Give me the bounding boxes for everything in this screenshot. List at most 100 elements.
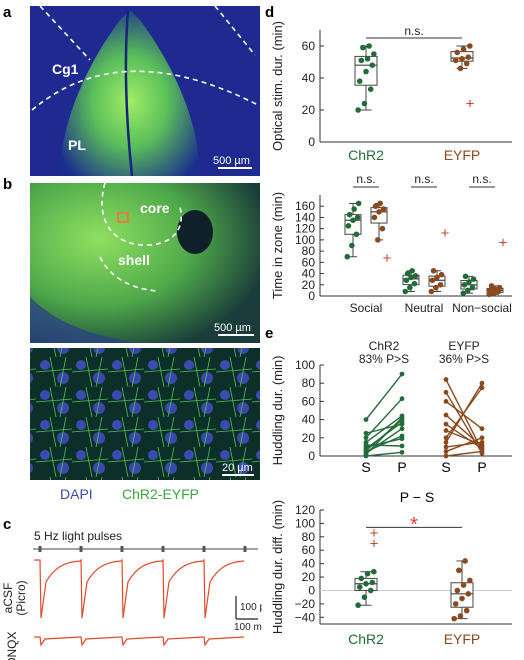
data-point bbox=[367, 86, 374, 92]
significance-label: n.s. bbox=[356, 172, 375, 186]
data-point bbox=[375, 237, 381, 243]
data-point bbox=[369, 62, 376, 68]
significance-label: n.s. bbox=[404, 24, 423, 38]
scalebar-b-bottom-label: 20 µm bbox=[222, 462, 253, 474]
data-point bbox=[367, 587, 374, 594]
x-category-label: Non−social bbox=[452, 301, 512, 315]
data-point bbox=[407, 284, 413, 291]
data-point bbox=[364, 56, 371, 62]
data-point bbox=[377, 200, 383, 207]
data-point bbox=[399, 436, 405, 442]
panel-b: b core shell 500 µm 20 µm DAPI ChR2-EYFP bbox=[0, 177, 260, 507]
paired-line bbox=[445, 379, 483, 451]
micrograph-b-top bbox=[30, 183, 260, 343]
data-point bbox=[462, 558, 468, 564]
paired-line bbox=[445, 391, 483, 454]
data-point bbox=[361, 594, 368, 600]
outlier-mark: + bbox=[370, 525, 379, 542]
chart-title: P − S bbox=[400, 489, 434, 505]
data-point bbox=[346, 211, 353, 218]
data-point bbox=[466, 279, 472, 285]
paired-line bbox=[365, 373, 403, 421]
panel-label-b: b bbox=[3, 177, 12, 193]
data-point bbox=[479, 385, 485, 391]
y-tick-label: 80 bbox=[302, 376, 316, 390]
y-tick-label: −20 bbox=[295, 597, 316, 611]
y-tick-label: 40 bbox=[302, 71, 316, 85]
data-point bbox=[429, 277, 436, 284]
x-category-label: ChR2 bbox=[348, 147, 384, 163]
x-category-label: Neutral bbox=[405, 301, 444, 315]
x-category-label: ChR2 bbox=[348, 631, 384, 647]
data-point bbox=[380, 206, 387, 212]
y-axis-label: Time in zone (min) bbox=[270, 192, 285, 299]
y-tick-label: 60 bbox=[302, 543, 316, 557]
y-tick-label: 140 bbox=[295, 210, 315, 224]
y-tick-label: 120 bbox=[295, 503, 315, 517]
data-point bbox=[402, 288, 409, 295]
data-point bbox=[443, 444, 449, 450]
y-tick-label: 40 bbox=[302, 557, 316, 571]
data-point bbox=[430, 267, 437, 274]
data-point bbox=[353, 231, 360, 238]
y-tick-label: 120 bbox=[295, 222, 315, 236]
light-pulse-title: 5 Hz light pulses bbox=[34, 529, 122, 543]
data-point bbox=[363, 68, 369, 75]
paired-line bbox=[365, 435, 403, 453]
y-tick-label: 40 bbox=[302, 413, 316, 427]
data-point bbox=[408, 274, 414, 281]
data-point bbox=[443, 412, 449, 418]
data-point bbox=[428, 288, 435, 295]
outlier-mark: + bbox=[466, 96, 475, 113]
data-point bbox=[457, 613, 464, 619]
data-point bbox=[465, 287, 471, 294]
outlier-mark: + bbox=[383, 250, 392, 267]
pulse-marker bbox=[120, 546, 124, 552]
data-point bbox=[350, 217, 356, 224]
data-point bbox=[438, 271, 445, 278]
paired-line bbox=[365, 421, 403, 450]
roi-box bbox=[117, 212, 129, 223]
panel-a-svg: a Cg1 PL 500 µm bbox=[3, 4, 260, 177]
data-point bbox=[345, 223, 352, 229]
y-tick-label: 20 bbox=[302, 570, 316, 584]
trace-label-dnqx: + DNQX bbox=[5, 631, 19, 660]
significance-label: n.s. bbox=[472, 172, 491, 186]
panel-a: a Cg1 PL 500 µm bbox=[0, 0, 260, 180]
data-point bbox=[479, 435, 485, 441]
data-point bbox=[469, 284, 476, 291]
data-point bbox=[496, 284, 503, 291]
data-point bbox=[360, 44, 366, 51]
region-label-core: core bbox=[140, 200, 170, 216]
outlier-mark: + bbox=[370, 536, 379, 553]
data-point bbox=[399, 413, 405, 419]
panel-d-e: d e 0 20 40 60 Optical stim. dur. (min) + ChR2… bbox=[262, 0, 524, 660]
data-point bbox=[460, 46, 467, 52]
y-tick-label: 60 bbox=[302, 39, 316, 53]
data-point bbox=[344, 253, 351, 260]
data-point bbox=[443, 428, 449, 433]
data-point bbox=[403, 277, 410, 284]
group-label: ChR2 bbox=[369, 339, 400, 353]
chart-optical-stim: 0 20 40 60 Optical stim. dur. (min) + ChR2 EYFP… bbox=[270, 21, 512, 163]
data-point bbox=[492, 286, 498, 293]
panel-label-c: c bbox=[3, 516, 11, 533]
scalebar-a-label: 500 µm bbox=[213, 155, 250, 167]
group-label: EYFP bbox=[448, 339, 479, 353]
paired-line bbox=[445, 450, 483, 457]
data-point bbox=[443, 389, 449, 395]
group-annotation: 36% P>S bbox=[439, 352, 489, 366]
data-point bbox=[433, 284, 439, 291]
data-point bbox=[461, 281, 468, 288]
data-point bbox=[465, 54, 472, 60]
data-point bbox=[460, 290, 467, 296]
data-point bbox=[488, 283, 495, 289]
panel-label-e: e bbox=[265, 325, 273, 342]
x-tick-label: P bbox=[397, 459, 406, 475]
data-point bbox=[443, 453, 449, 459]
paired-line bbox=[365, 444, 403, 447]
data-point bbox=[451, 615, 457, 622]
data-point bbox=[349, 242, 355, 249]
scalebar-b-top-label: 500 µm bbox=[214, 322, 251, 334]
